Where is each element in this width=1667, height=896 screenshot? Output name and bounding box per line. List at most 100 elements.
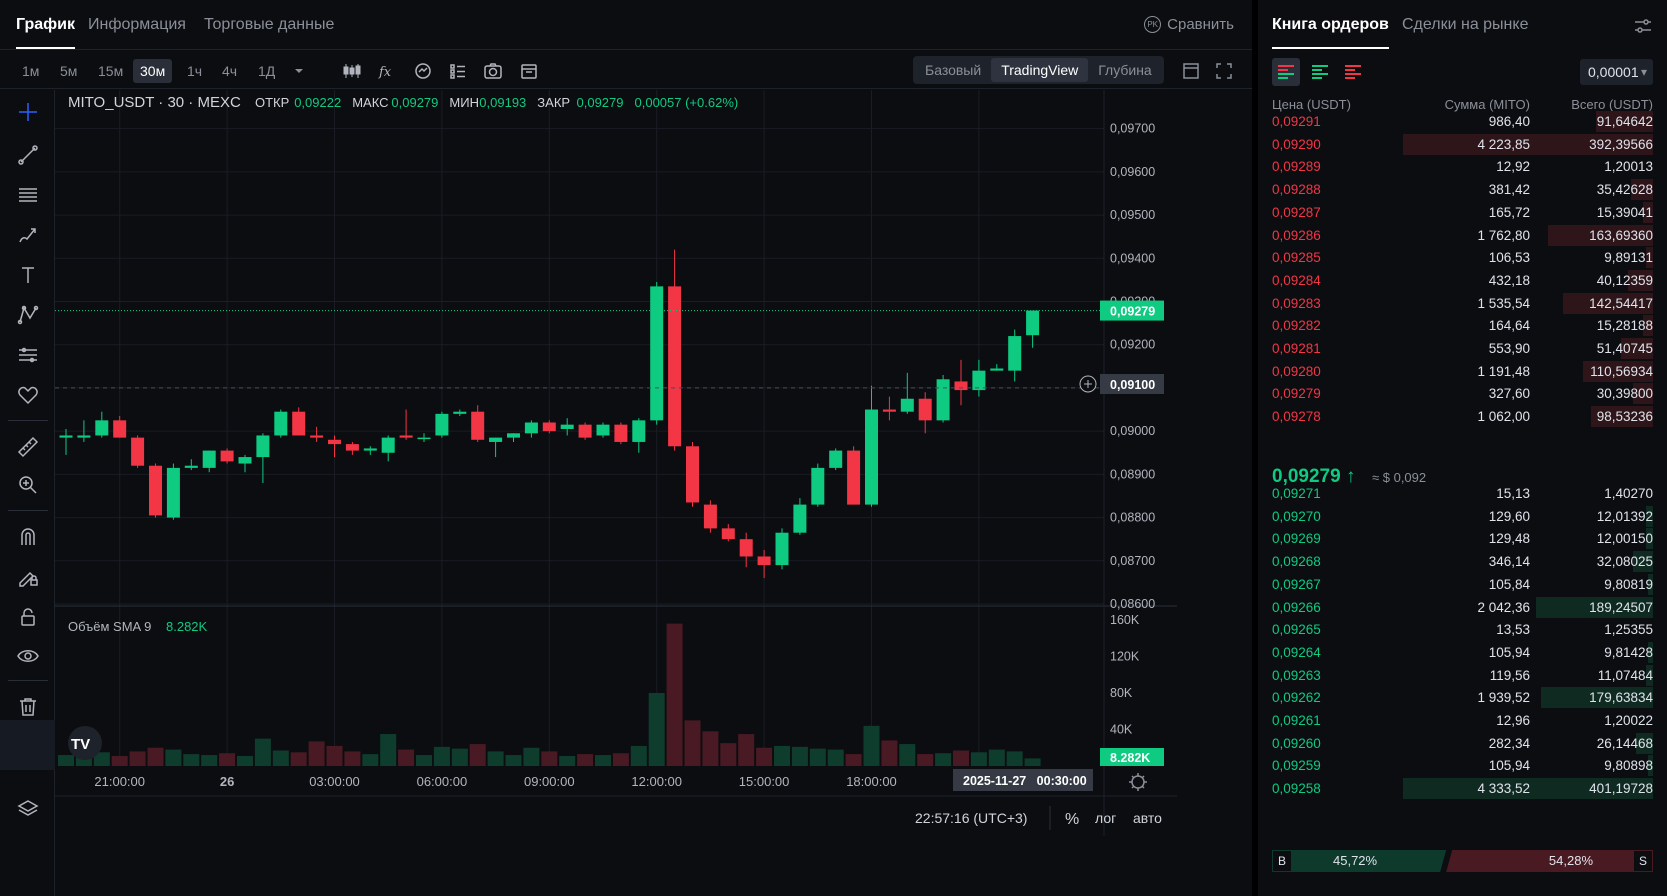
bid-amount: 105,94	[1488, 758, 1530, 774]
eye-icon[interactable]	[16, 644, 40, 668]
chart-settings-icon[interactable]	[1129, 773, 1147, 791]
auto-scale-button[interactable]: авто	[1133, 810, 1162, 826]
crosshair-icon[interactable]	[16, 100, 40, 124]
candle-body	[811, 467, 825, 505]
ask-row[interactable]: 0,09287 165,72 15,39041	[1258, 201, 1667, 224]
brush-icon[interactable]	[16, 223, 40, 247]
settings-list-icon[interactable]	[447, 60, 469, 82]
tab-info[interactable]: Информация	[88, 16, 186, 33]
candle-body	[453, 411, 467, 414]
volume-bar	[953, 750, 969, 766]
prediction-icon[interactable]	[16, 343, 40, 367]
time-axis[interactable]: 21:00:00 26 03:00:00 06:00:00 09:00:00 12:00:…	[94, 774, 982, 789]
bid-row[interactable]: 0,09260 282,34 26,14468	[1258, 732, 1667, 755]
lock-icon[interactable]	[16, 605, 40, 629]
ask-row[interactable]: 0,09285 106,53 9,89131	[1258, 246, 1667, 269]
header-total: Всего (USDT)	[1571, 97, 1653, 112]
ask-row[interactable]: 0,09284 432,18 40,12359	[1258, 269, 1667, 292]
price-chart[interactable]: 0,097000,096000,095000,094000,093000,092…	[55, 90, 1177, 836]
ask-row[interactable]: 0,09282 164,64 15,28188	[1258, 314, 1667, 337]
candles-icon[interactable]	[340, 60, 362, 82]
bid-row[interactable]: 0,09266 2 042,36 189,24507	[1258, 596, 1667, 619]
layers-icon[interactable]	[16, 797, 40, 821]
bid-price: 0,09267	[1272, 576, 1321, 592]
bid-row[interactable]: 0,09270 129,60 12,01392	[1258, 505, 1667, 528]
timeframe-1d[interactable]: 1Д	[258, 63, 276, 79]
ask-row[interactable]: 0,09279 327,60 30,39800	[1258, 382, 1667, 405]
bid-row[interactable]: 0,09261 12,96 1,20022	[1258, 709, 1667, 732]
log-scale-button[interactable]: лог	[1095, 810, 1116, 826]
ruler-icon[interactable]	[16, 435, 40, 459]
ask-row[interactable]: 0,09280 1 191,48 110,56934	[1258, 360, 1667, 383]
layout-icon[interactable]	[1180, 60, 1202, 82]
view-depth[interactable]: Глубина	[1098, 62, 1152, 78]
volume-bar	[201, 755, 218, 766]
favorites-icon[interactable]	[16, 383, 40, 407]
magnet-icon[interactable]	[16, 525, 40, 549]
volume-bar	[219, 753, 236, 766]
bid-row[interactable]: 0,09271 15,13 1,40270	[1258, 482, 1667, 505]
tab-order-book[interactable]: Книга ордеров	[1272, 16, 1389, 49]
buy-ratio-bar	[1272, 850, 1446, 872]
view-basic[interactable]: Базовый	[925, 62, 982, 78]
bid-row[interactable]: 0,09264 105,94 9,81428	[1258, 641, 1667, 664]
percent-scale-button[interactable]: %	[1065, 811, 1079, 828]
timeframe-30m[interactable]: 30м	[133, 59, 173, 83]
timeframe-5m[interactable]: 5м	[60, 63, 78, 79]
mode-both-icon[interactable]	[1272, 58, 1300, 86]
bid-row[interactable]: 0,09267 105,84 9,80819	[1258, 573, 1667, 596]
candle-body	[882, 409, 896, 412]
ask-row[interactable]: 0,09290 4 223,85 392,39566	[1258, 133, 1667, 156]
bid-row[interactable]: 0,09262 1 939,52 179,63834	[1258, 686, 1667, 709]
bid-row[interactable]: 0,09263 119,56 11,07484	[1258, 664, 1667, 687]
tab-chart[interactable]: График	[16, 16, 75, 49]
candle-body	[489, 437, 503, 442]
fullscreen-icon[interactable]	[1213, 60, 1235, 82]
timeframe-1h[interactable]: 1ч	[187, 63, 203, 79]
trend-line-icon[interactable]	[16, 143, 40, 167]
precision-select[interactable]: 0,00001	[1580, 59, 1653, 85]
timeframe-1m[interactable]: 1м	[22, 63, 40, 79]
candle-body	[507, 433, 520, 438]
zoom-icon[interactable]	[16, 473, 40, 497]
timeframe-dropdown-icon[interactable]	[288, 60, 310, 82]
lock-drawing-icon[interactable]	[16, 565, 40, 589]
indicators-icon[interactable]: fx	[376, 60, 398, 82]
ask-row[interactable]: 0,09278 1 062,00 98,53236	[1258, 405, 1667, 428]
trash-icon[interactable]	[16, 695, 40, 719]
fib-lines-icon[interactable]	[16, 183, 40, 207]
volume-tag-value: 8.282K	[1110, 751, 1150, 765]
candle-body	[113, 420, 127, 438]
tab-market-trades[interactable]: Сделки на рынке	[1402, 16, 1529, 33]
screenshot-icon[interactable]	[482, 60, 504, 82]
book-settings-icon[interactable]	[1633, 16, 1653, 36]
bid-row[interactable]: 0,09265 13,53 1,25355	[1258, 618, 1667, 641]
compare-button[interactable]: PK Сравнить	[1144, 16, 1234, 33]
bid-amount: 282,34	[1488, 735, 1530, 751]
bid-row[interactable]: 0,09259 105,94 9,80898	[1258, 754, 1667, 777]
ask-row[interactable]: 0,09281 553,90 51,40745	[1258, 337, 1667, 360]
order-book-header: Цена (USDT) Сумма (MITO) Всего (USDT)	[1258, 97, 1667, 115]
mode-asks-icon[interactable]	[1339, 58, 1367, 86]
timeframe-4h[interactable]: 4ч	[222, 63, 238, 79]
ask-row[interactable]: 0,09289 12,92 1,20013	[1258, 155, 1667, 178]
bid-price: 0,09262	[1272, 690, 1321, 706]
templates-icon[interactable]	[412, 60, 434, 82]
view-tradingview[interactable]: TradingView	[991, 58, 1089, 82]
calendar-icon[interactable]	[518, 60, 540, 82]
candle-body	[972, 370, 986, 391]
text-tool-icon[interactable]	[16, 263, 40, 287]
mode-bids-icon[interactable]	[1306, 58, 1334, 86]
bid-row[interactable]: 0,09258 4 333,52 401,19728	[1258, 777, 1667, 800]
bid-depth-bar	[1645, 505, 1653, 527]
tab-trading-data[interactable]: Торговые данные	[204, 16, 335, 33]
pattern-icon[interactable]	[16, 303, 40, 327]
ask-row[interactable]: 0,09283 1 535,54 142,54417	[1258, 292, 1667, 315]
timeframe-15m[interactable]: 15м	[98, 63, 124, 79]
ask-row[interactable]: 0,09291 986,40 91,64642	[1258, 110, 1667, 133]
bid-row[interactable]: 0,09268 346,14 32,08025	[1258, 550, 1667, 573]
ask-row[interactable]: 0,09288 381,42 35,42628	[1258, 178, 1667, 201]
price-axis[interactable]: 0,097000,096000,095000,094000,093000,092…	[1110, 122, 1155, 611]
ask-row[interactable]: 0,09286 1 762,80 163,69360	[1258, 224, 1667, 247]
bid-row[interactable]: 0,09269 129,48 12,00150	[1258, 527, 1667, 550]
